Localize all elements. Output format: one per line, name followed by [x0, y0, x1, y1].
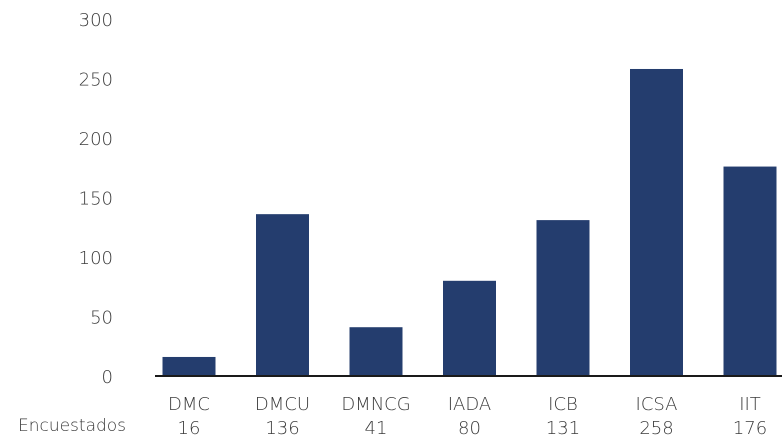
x-tick-label-dmncg: DMNCG [341, 394, 410, 415]
bar-iada [443, 280, 496, 376]
x-tick-label-icsa: ICSA [636, 394, 678, 415]
y-tick-label-250: 250 [79, 70, 113, 91]
y-tick-label-50: 50 [90, 308, 113, 329]
row-label-encuestados: Encuestados [18, 416, 126, 436]
count-label-dmcu: 136 [265, 418, 299, 439]
bars-group [162, 68, 777, 376]
y-tick-label-300: 300 [79, 10, 113, 31]
count-label-icsa: 258 [639, 418, 673, 439]
x-tick-label-iit: IIT [739, 394, 761, 415]
bar-iit [723, 166, 777, 376]
bar-icb [536, 220, 590, 376]
count-label-dmc: 16 [178, 418, 201, 439]
count-label-iit: 176 [733, 418, 767, 439]
count-label-icb: 131 [546, 418, 580, 439]
bar-dmncg [349, 327, 403, 376]
x-tick-label-icb: ICB [548, 394, 578, 415]
y-tick-label-150: 150 [79, 189, 113, 210]
y-tick-label-100: 100 [79, 248, 113, 269]
count-label-iada: 80 [458, 418, 481, 439]
y-tick-label-200: 200 [79, 129, 113, 150]
y-axis: 0 50 100 150 200 250 300 [79, 10, 113, 388]
x-tick-label-dmcu: DMCU [255, 394, 310, 415]
x-axis-labels: DMC 16 DMCU 136 DMNCG 41 IADA 80 ICB 131 ICSA 258 II… [168, 394, 767, 439]
count-label-dmncg: 41 [365, 418, 388, 439]
bar-dmc [162, 356, 216, 376]
x-tick-label-iada: IADA [448, 394, 491, 415]
bar-dmcu [256, 214, 309, 376]
y-tick-label-0: 0 [102, 367, 113, 388]
bar-icsa [630, 68, 683, 376]
x-tick-label-dmc: DMC [168, 394, 210, 415]
